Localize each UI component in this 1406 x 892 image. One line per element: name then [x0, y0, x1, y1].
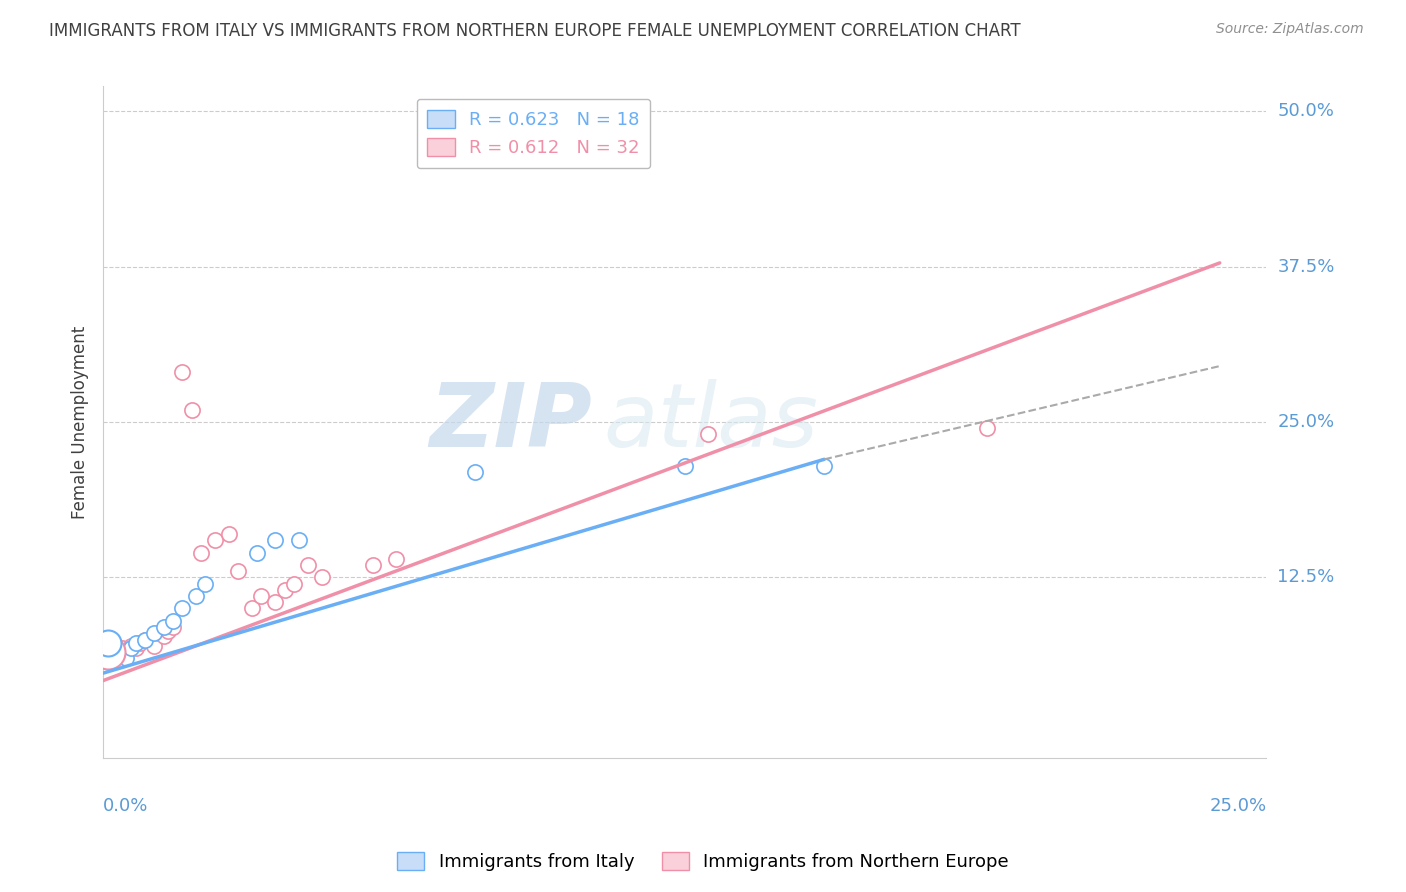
- Point: [134, 632, 156, 647]
- Point: [297, 558, 319, 572]
- Point: [226, 564, 249, 578]
- Point: [250, 589, 273, 603]
- Point: [97, 636, 120, 650]
- Point: [97, 645, 120, 659]
- Point: [264, 533, 287, 548]
- Point: [134, 632, 156, 647]
- Point: [287, 533, 309, 548]
- Point: [97, 636, 120, 650]
- Point: [120, 639, 142, 653]
- Point: [186, 589, 208, 603]
- Legend: R = 0.623   N = 18, R = 0.612   N = 32: R = 0.623 N = 18, R = 0.612 N = 32: [416, 99, 651, 168]
- Point: [311, 570, 333, 584]
- Point: [190, 545, 212, 559]
- Point: [264, 595, 287, 609]
- Text: 50.0%: 50.0%: [1278, 103, 1334, 120]
- Point: [143, 626, 166, 640]
- Text: 0.0%: 0.0%: [103, 797, 149, 814]
- Point: [813, 458, 835, 473]
- Y-axis label: Female Unemployment: Female Unemployment: [72, 326, 89, 518]
- Point: [273, 582, 295, 597]
- Point: [673, 458, 696, 473]
- Point: [204, 533, 226, 548]
- Point: [115, 651, 138, 665]
- Point: [194, 576, 217, 591]
- Point: [120, 641, 142, 656]
- Point: [115, 645, 138, 659]
- Point: [172, 365, 194, 379]
- Point: [162, 620, 184, 634]
- Text: 25.0%: 25.0%: [1278, 413, 1334, 431]
- Point: [101, 648, 124, 663]
- Point: [105, 645, 128, 659]
- Point: [105, 645, 128, 659]
- Legend: Immigrants from Italy, Immigrants from Northern Europe: Immigrants from Italy, Immigrants from N…: [389, 845, 1017, 879]
- Point: [361, 558, 384, 572]
- Point: [697, 427, 720, 442]
- Text: 12.5%: 12.5%: [1278, 568, 1334, 586]
- Point: [143, 639, 166, 653]
- Point: [246, 545, 269, 559]
- Point: [464, 465, 486, 479]
- Point: [129, 636, 152, 650]
- Point: [111, 641, 134, 656]
- Point: [283, 576, 305, 591]
- Point: [240, 601, 263, 615]
- Text: 25.0%: 25.0%: [1209, 797, 1267, 814]
- Text: atlas: atlas: [603, 379, 818, 465]
- Point: [148, 626, 170, 640]
- Point: [385, 551, 408, 566]
- Point: [97, 645, 120, 659]
- Point: [152, 629, 174, 643]
- Point: [162, 614, 184, 628]
- Text: ZIP: ZIP: [429, 378, 592, 466]
- Point: [157, 624, 180, 638]
- Point: [218, 527, 240, 541]
- Point: [172, 601, 194, 615]
- Point: [180, 402, 202, 417]
- Point: [138, 632, 160, 647]
- Text: IMMIGRANTS FROM ITALY VS IMMIGRANTS FROM NORTHERN EUROPE FEMALE UNEMPLOYMENT COR: IMMIGRANTS FROM ITALY VS IMMIGRANTS FROM…: [49, 22, 1021, 40]
- Point: [152, 620, 174, 634]
- Point: [125, 636, 148, 650]
- Text: 37.5%: 37.5%: [1278, 258, 1334, 276]
- Point: [125, 641, 148, 656]
- Text: Source: ZipAtlas.com: Source: ZipAtlas.com: [1216, 22, 1364, 37]
- Point: [976, 421, 998, 435]
